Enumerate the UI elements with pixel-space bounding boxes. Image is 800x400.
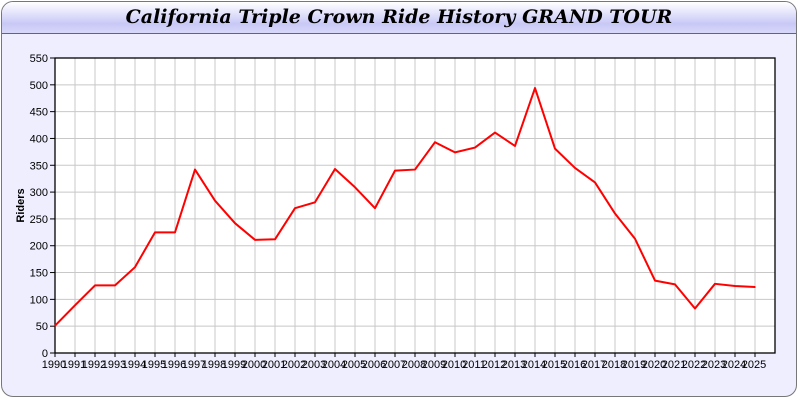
y-tick-label: 400: [30, 133, 48, 145]
x-tick-label: 1992: [82, 359, 106, 371]
x-tick-label: 2004: [322, 359, 346, 371]
data-point: [294, 207, 296, 209]
y-tick-label: 250: [30, 214, 48, 226]
data-point: [54, 324, 56, 327]
y-tick-label: 450: [30, 107, 48, 119]
data-point: [254, 239, 256, 241]
y-tick-label: 350: [30, 160, 48, 172]
x-tick-label: 1998: [202, 359, 226, 371]
x-tick-label: 2002: [282, 359, 306, 371]
data-point: [214, 199, 216, 202]
x-tick-label: 1995: [142, 359, 166, 371]
y-tick-label: 0: [42, 348, 48, 360]
y-tick-label: 100: [30, 294, 48, 306]
x-tick-label: 2009: [422, 359, 446, 371]
data-point: [754, 286, 756, 288]
data-point: [654, 279, 656, 282]
x-tick-label: 2006: [362, 359, 386, 371]
series-line: [54, 87, 756, 327]
x-tick-label: 2019: [622, 359, 646, 371]
data-point: [434, 141, 436, 144]
data-point: [154, 231, 156, 234]
data-point: [594, 181, 596, 184]
data-point: [234, 222, 236, 224]
x-tick-label: 2024: [722, 359, 746, 371]
x-tick-label: 2015: [542, 359, 566, 371]
x-tick-label: 2007: [382, 359, 406, 371]
data-point: [354, 186, 356, 189]
x-tick-label: 2025: [742, 359, 766, 371]
data-point: [674, 283, 676, 286]
data-point: [614, 212, 616, 215]
data-point: [474, 146, 476, 149]
x-tick-label: 1991: [62, 359, 86, 371]
data-point: [534, 87, 536, 89]
x-tick-label: 2010: [442, 359, 466, 371]
data-point: [314, 201, 316, 204]
data-point: [194, 168, 196, 171]
title-bar: California Triple Crown Ride History GRA…: [2, 2, 796, 34]
x-tick-label: 2020: [642, 359, 666, 371]
x-tick-label: 2011: [462, 359, 486, 371]
x-tick-label: 2014: [522, 359, 546, 371]
x-tick-label: 1996: [162, 359, 186, 371]
x-tick-label: 2017: [582, 359, 606, 371]
data-point: [114, 284, 116, 287]
y-tick-label: 150: [30, 268, 48, 280]
y-tick-label: 500: [30, 80, 48, 92]
data-point: [174, 231, 176, 234]
x-tick-label: 2003: [302, 359, 326, 371]
x-tick-label: 2012: [482, 359, 506, 371]
data-point: [374, 207, 376, 209]
x-tick-label: 1997: [182, 359, 206, 371]
x-tick-label: 1999: [222, 359, 246, 371]
data-point: [74, 304, 76, 307]
y-tick-label: 50: [36, 321, 48, 333]
data-point: [414, 168, 416, 171]
x-tick-label: 2016: [562, 359, 586, 371]
y-tick-label: 200: [30, 241, 48, 253]
chart-title: California Triple Crown Ride History GRA…: [125, 6, 673, 28]
x-tick-label: 2001: [262, 359, 286, 371]
data-point: [94, 284, 96, 287]
x-tick-label: 2000: [242, 359, 266, 371]
data-point: [394, 169, 396, 172]
y-tick-label: 550: [30, 53, 48, 65]
data-point: [734, 285, 736, 287]
x-tick-label: 2023: [702, 359, 726, 371]
x-tick-label: 2005: [342, 359, 366, 371]
data-point: [334, 168, 336, 170]
data-point: [714, 283, 716, 285]
data-point: [574, 167, 576, 169]
data-point: [494, 131, 496, 134]
x-tick-label: 2013: [502, 359, 526, 371]
x-tick-label: 2022: [682, 359, 706, 371]
x-tick-label: 2018: [602, 359, 626, 371]
data-point: [514, 145, 516, 147]
x-tick-label: 2008: [402, 359, 426, 371]
plot-border: [54, 57, 776, 354]
x-tick-label: 1993: [102, 359, 126, 371]
data-point: [274, 238, 276, 241]
x-tick-label: 1994: [122, 359, 146, 371]
data-point: [134, 266, 136, 268]
data-point: [634, 237, 636, 240]
data-point: [694, 307, 696, 310]
data-point: [454, 151, 456, 154]
x-tick-label: 2021: [662, 359, 686, 371]
y-axis-label: Riders: [15, 188, 27, 222]
data-point: [554, 147, 556, 150]
x-tick-label: 1990: [42, 359, 66, 371]
y-tick-label: 300: [30, 187, 48, 199]
